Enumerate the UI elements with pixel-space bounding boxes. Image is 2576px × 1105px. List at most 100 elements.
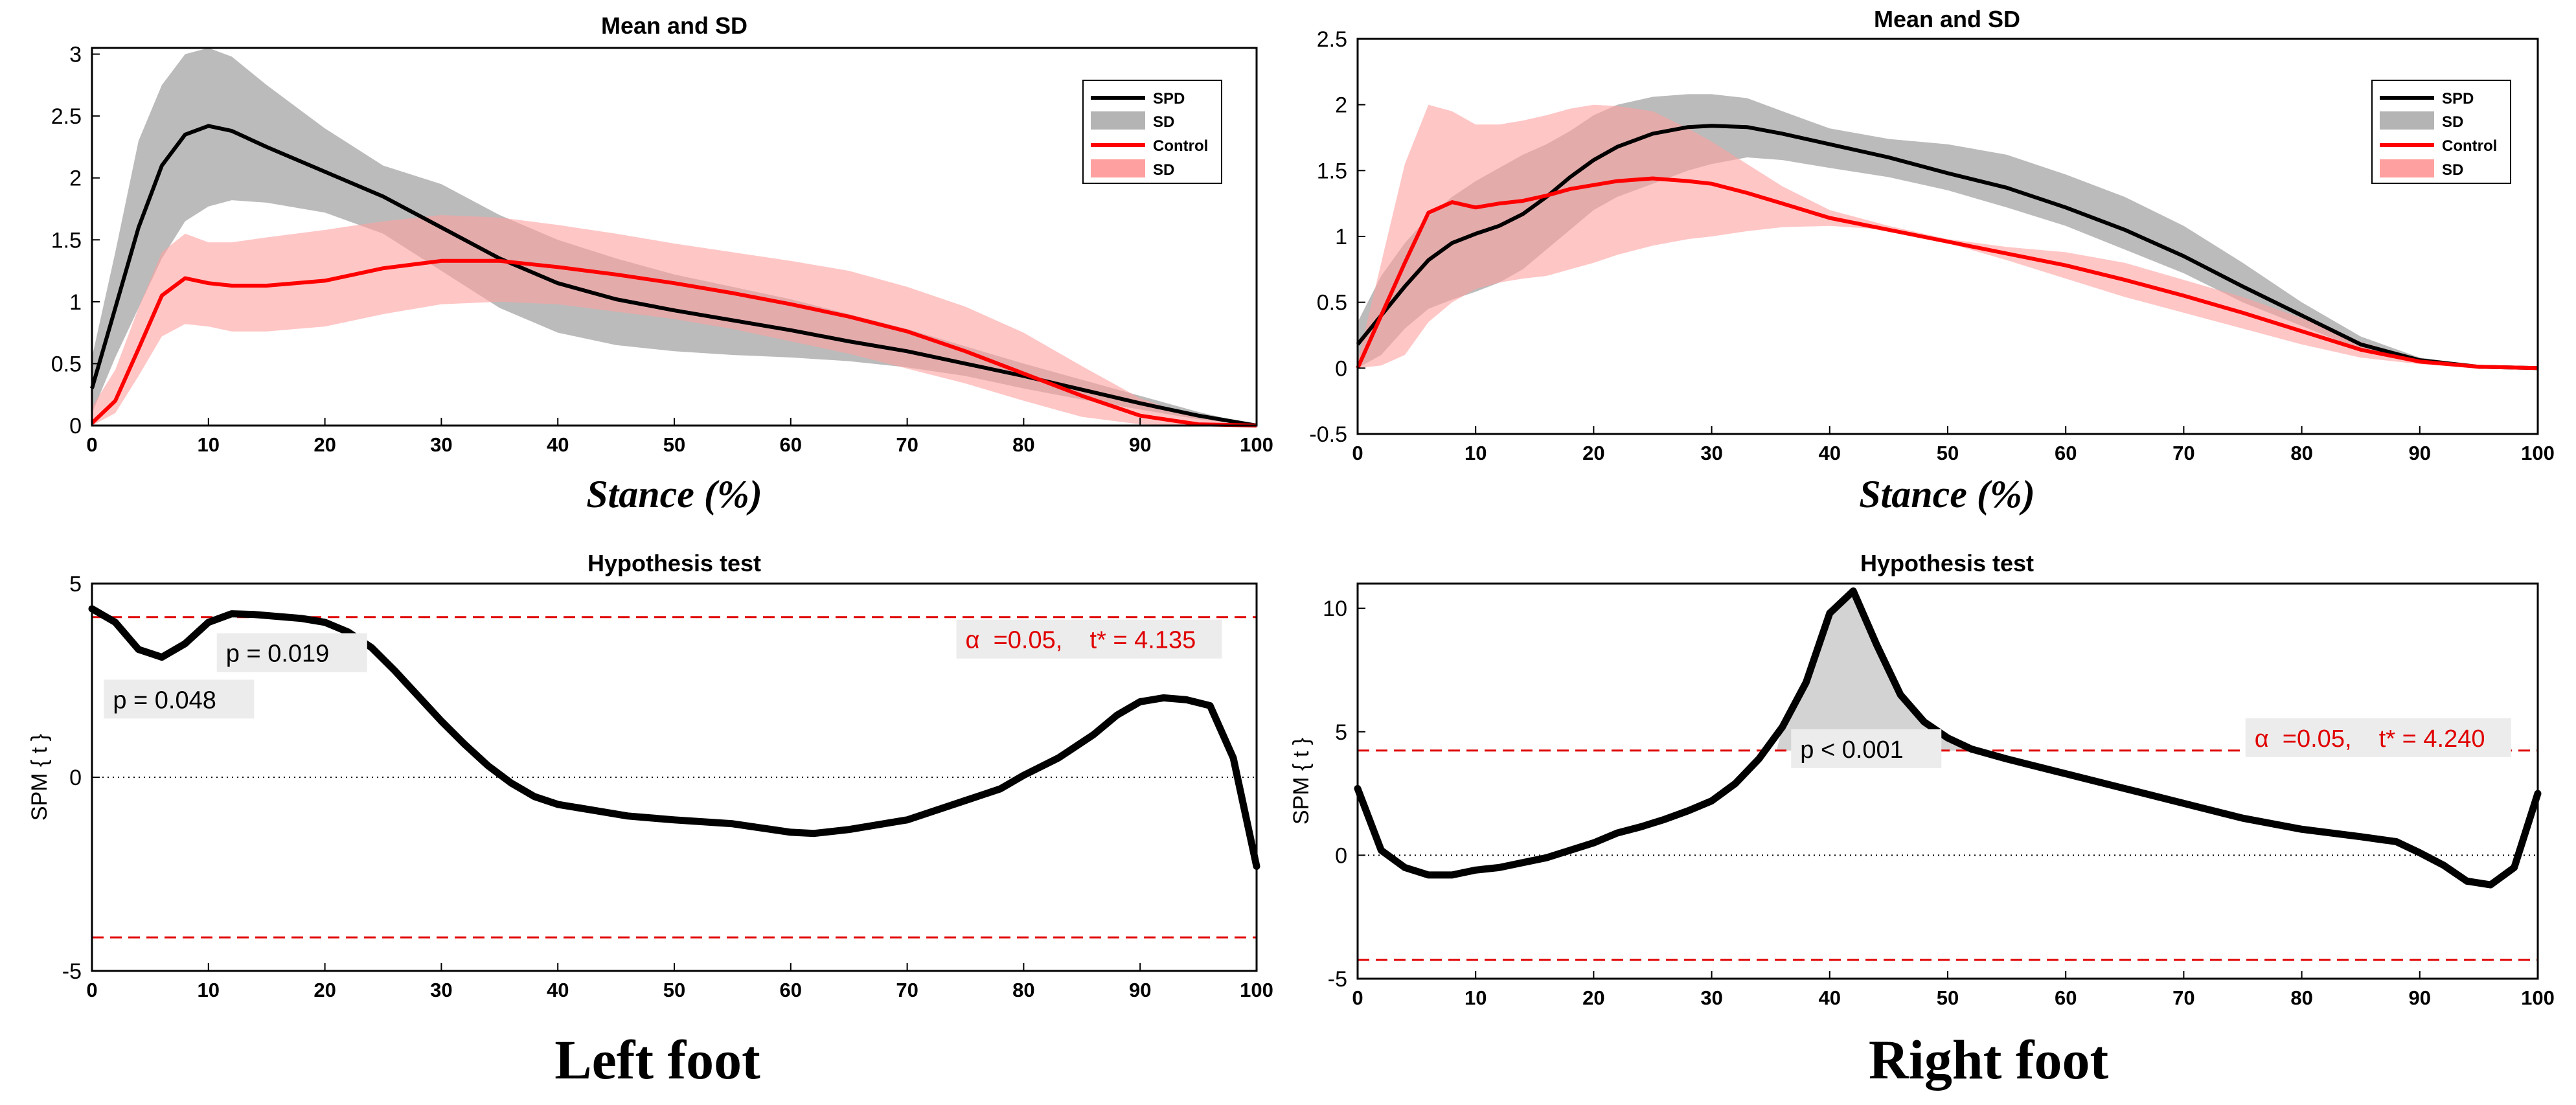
lm-xtick-label: 40 <box>547 433 569 456</box>
rm-xtick-label: 50 <box>1937 442 1959 464</box>
rs-xtick-label: 60 <box>2055 986 2077 1009</box>
ls-ytick-label: -5 <box>62 959 82 984</box>
rs-ytick-label: -5 <box>1328 967 1347 992</box>
alpha-threshold-annotation: α =0.05, t* = 4.135 <box>966 627 1196 654</box>
rm-xtick-label: 40 <box>1819 442 1841 464</box>
legend-control-label: Control <box>2442 137 2497 155</box>
p-value-annotation-bg <box>216 633 367 672</box>
control-sd-band <box>1358 104 2538 369</box>
panel-right-mean: Mean and SD 0 10 20 30 40 50 60 70 80 90 100-0.500… <box>1309 6 2554 516</box>
rm-ytick-label: -0.5 <box>1309 422 1347 447</box>
rm-xtick-label: 0 <box>1352 442 1363 464</box>
p-value-annotation: p = 0.019 <box>226 641 330 668</box>
ls-xtick-label: 40 <box>547 979 569 1001</box>
panel-left-spm: Hypothesis test 0 10 20 30 40 50 60 70 80 90 100-5… <box>27 550 1273 1001</box>
ls-ytick-label: 0 <box>69 766 82 790</box>
rm-ytick-label: 2.5 <box>1317 27 1347 52</box>
rm-xtick-label: 70 <box>2172 442 2194 464</box>
left-mean-legend: SPD SD Control SD <box>1082 80 1222 184</box>
rs-xtick-label: 40 <box>1819 986 1841 1009</box>
ls-ytick-label: 5 <box>69 572 82 597</box>
left-spm-title: Hypothesis test <box>587 550 761 576</box>
ls-xtick-label: 20 <box>313 979 336 1001</box>
legend-control-label: Control <box>1153 137 1208 155</box>
left-mean-title: Mean and SD <box>601 12 747 39</box>
ls-xtick-label: 90 <box>1129 979 1151 1001</box>
ls-xtick-label: 30 <box>430 979 452 1001</box>
lm-xtick-label: 50 <box>663 433 685 456</box>
legend-control-sd-label: SD <box>2442 161 2463 179</box>
caption-left-foot: Left foot <box>554 1029 760 1091</box>
lm-ytick-label: 0.5 <box>51 352 82 376</box>
lm-ytick-label: 2.5 <box>51 104 82 129</box>
lm-ytick-label: 2 <box>69 166 82 191</box>
p-value-annotation: p = 0.048 <box>113 687 216 714</box>
rs-xtick-label: 20 <box>1582 986 1604 1009</box>
legend-spd-sd-label: SD <box>1153 113 1174 131</box>
lm-xtick-label: 10 <box>198 433 220 456</box>
lm-xtick-label: 90 <box>1129 433 1151 456</box>
panel-left-mean: Mean and SD 0 10 20 30 40 50 60 70 80 90 100 0 0.5 1 1… <box>51 12 1273 516</box>
rm-ytick-label: 1.5 <box>1317 159 1347 183</box>
legend-spd-sd-label: SD <box>2442 113 2463 131</box>
rs-xtick-label: 0 <box>1352 986 1363 1009</box>
left-mean-xlabel: Stance (%) <box>586 473 762 516</box>
legend-spd-label: SPD <box>1153 90 1185 108</box>
alpha-annotation-bg <box>2245 718 2511 757</box>
rm-xtick-label: 30 <box>1700 442 1722 464</box>
lm-xtick-label: 80 <box>1012 433 1034 456</box>
p-value-annotation-bg <box>1791 729 1942 768</box>
spm-t-trajectory <box>1354 587 2542 889</box>
rm-ytick-label: 2 <box>1335 93 1347 118</box>
lm-ytick-label: 1 <box>69 290 82 315</box>
rm-xtick-label: 20 <box>1582 442 1604 464</box>
rs-xtick-label: 30 <box>1700 986 1722 1009</box>
control-mean-line <box>1356 176 2538 370</box>
right-spm-title: Hypothesis test <box>1860 550 2034 576</box>
legend-control-sd-label: SD <box>1153 161 1174 179</box>
rm-xtick-label: 10 <box>1465 442 1487 464</box>
legend-control-sd-swatch <box>2380 159 2434 177</box>
rm-xtick-label: 90 <box>2409 442 2431 464</box>
rs-ytick-label: 0 <box>1335 843 1347 868</box>
rm-xtick-label: 100 <box>2521 442 2555 464</box>
lm-xtick-label: 30 <box>430 433 452 456</box>
lm-ytick-label: 1.5 <box>51 228 82 253</box>
right-mean-title: Mean and SD <box>1874 6 2020 32</box>
rm-ytick-label: 0 <box>1335 356 1347 381</box>
ls-xtick-label: 100 <box>1240 979 1273 1001</box>
ls-xtick-label: 80 <box>1012 979 1034 1001</box>
lm-ytick-label: 0 <box>69 414 82 439</box>
caption-right-foot: Right foot <box>1869 1029 2109 1091</box>
ls-xtick-label: 60 <box>780 979 802 1001</box>
ls-xtick-label: 50 <box>663 979 685 1001</box>
lm-xtick-label: 20 <box>313 433 336 456</box>
legend-control-sd-swatch <box>1091 159 1145 177</box>
rm-xtick-label: 80 <box>2290 442 2312 464</box>
rs-xtick-label: 50 <box>1937 986 1959 1009</box>
p-value-annotation: p < 0.001 <box>1800 736 1904 764</box>
lm-ytick-label: 3 <box>69 43 82 67</box>
spd-sd-band <box>92 48 1257 426</box>
left-spm-ylabel: SPM { t } <box>27 734 52 821</box>
alpha-threshold-annotation: α =0.05, t* = 4.240 <box>2255 725 2485 753</box>
legend-spd-label: SPD <box>2442 90 2474 108</box>
ls-xtick-label: 0 <box>86 979 97 1001</box>
rs-xtick-label: 90 <box>2409 986 2431 1009</box>
rm-xtick-label: 60 <box>2055 442 2077 464</box>
panel-right-spm: Hypothesis test 0 10 20 30 40 50 60 70 80 90 100-5… <box>1289 550 2555 1009</box>
control-mean-line <box>90 258 1257 427</box>
right-mean-xlabel: Stance (%) <box>1859 473 2035 516</box>
rm-ytick-label: 0.5 <box>1317 291 1347 315</box>
alpha-annotation-bg <box>956 619 1222 659</box>
rs-xtick-label: 70 <box>2172 986 2194 1009</box>
lm-xtick-label: 70 <box>896 433 918 456</box>
rs-xtick-label: 10 <box>1465 986 1487 1009</box>
rm-ytick-label: 1 <box>1335 225 1347 249</box>
spm-t-trajectory <box>88 605 1260 870</box>
right-spm-ylabel: SPM { t } <box>1289 738 1314 825</box>
rs-ytick-label: 5 <box>1335 720 1347 745</box>
spd-mean-line <box>90 124 1257 427</box>
rs-xtick-label: 80 <box>2290 986 2312 1009</box>
